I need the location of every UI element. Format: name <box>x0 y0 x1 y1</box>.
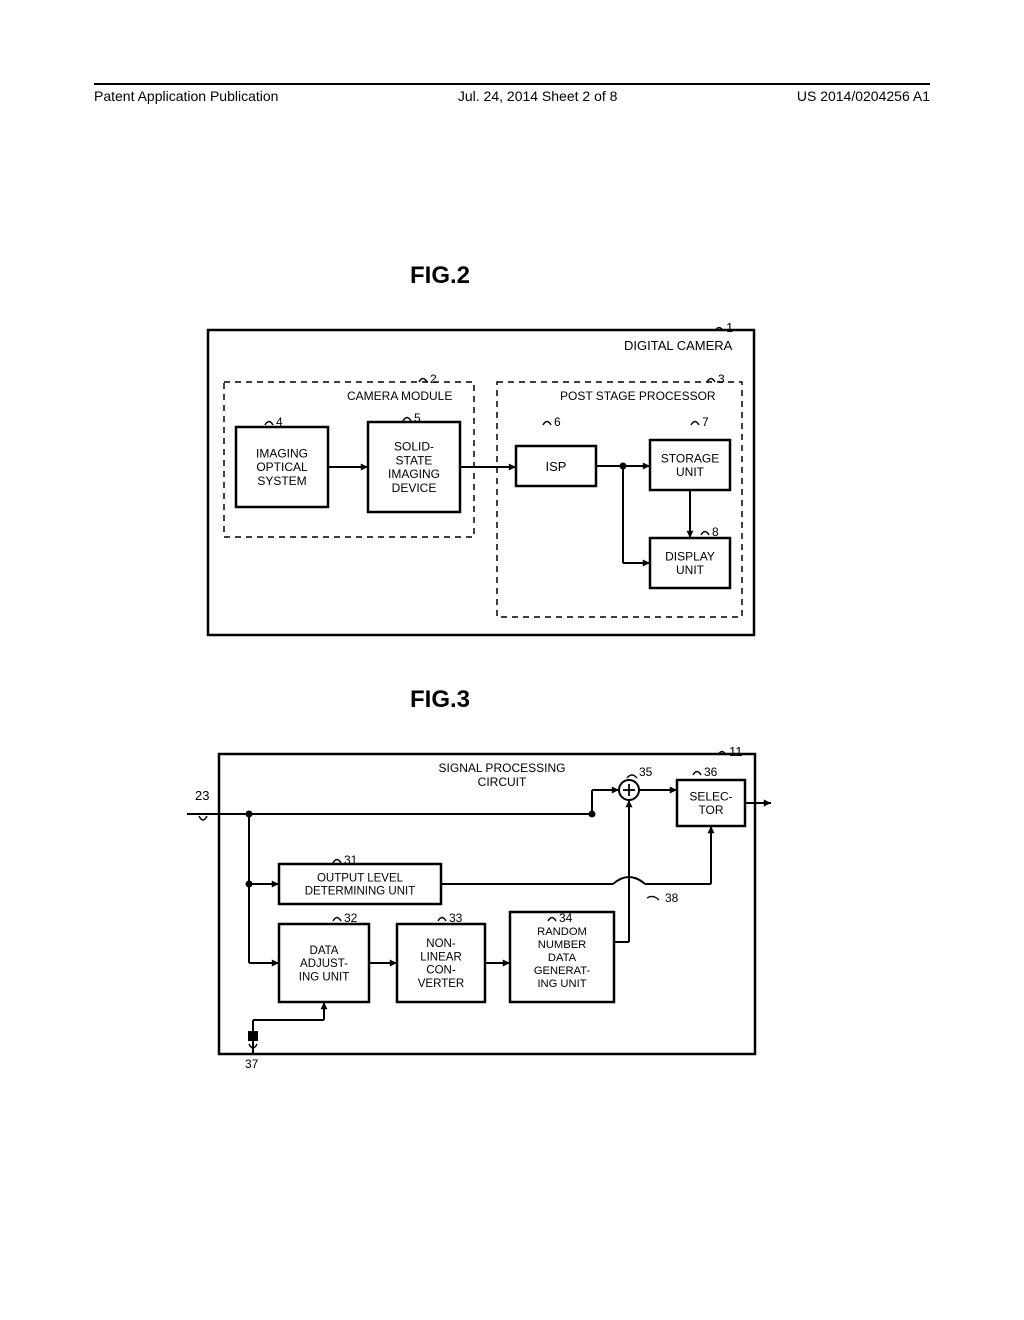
svg-text:RANDOM: RANDOM <box>537 926 587 938</box>
svg-text:VERTER: VERTER <box>418 978 464 990</box>
svg-text:CAMERA MODULE: CAMERA MODULE <box>347 389 452 403</box>
svg-text:32: 32 <box>344 911 358 925</box>
svg-text:LINEAR: LINEAR <box>420 951 462 963</box>
svg-text:NON-: NON- <box>426 938 456 950</box>
svg-text:IMAGING: IMAGING <box>256 446 308 460</box>
svg-text:DIGITAL CAMERA: DIGITAL CAMERA <box>624 338 733 353</box>
svg-text:STATE: STATE <box>396 453 433 467</box>
svg-text:ADJUST-: ADJUST- <box>300 958 348 970</box>
svg-text:ISP: ISP <box>546 459 567 474</box>
svg-text:SYSTEM: SYSTEM <box>257 474 306 488</box>
svg-text:38: 38 <box>665 891 679 905</box>
svg-text:7: 7 <box>702 415 709 429</box>
header-right: US 2014/0204256 A1 <box>797 88 930 104</box>
svg-text:ING UNIT: ING UNIT <box>537 978 586 990</box>
svg-text:TOR: TOR <box>698 803 723 817</box>
svg-text:36: 36 <box>704 765 718 779</box>
svg-text:11: 11 <box>729 744 743 759</box>
svg-text:DETERMINING UNIT: DETERMINING UNIT <box>305 886 416 898</box>
fig2-title: FIG.2 <box>410 262 470 290</box>
svg-text:GENERAT-: GENERAT- <box>534 965 591 977</box>
fig3-title: FIG.3 <box>410 686 470 714</box>
svg-text:2: 2 <box>430 372 437 386</box>
svg-text:4: 4 <box>276 415 283 429</box>
svg-text:23: 23 <box>195 788 209 803</box>
svg-text:UNIT: UNIT <box>676 465 705 479</box>
svg-text:CON-: CON- <box>426 965 456 977</box>
svg-text:NUMBER: NUMBER <box>538 939 586 951</box>
svg-text:DATA: DATA <box>310 945 339 957</box>
svg-text:CIRCUIT: CIRCUIT <box>478 775 527 789</box>
svg-text:SELEC-: SELEC- <box>689 789 732 803</box>
svg-text:SIGNAL PROCESSING: SIGNAL PROCESSING <box>439 761 566 775</box>
svg-text:IMAGING: IMAGING <box>388 467 440 481</box>
header-left: Patent Application Publication <box>94 88 278 104</box>
svg-text:37: 37 <box>245 1057 259 1071</box>
svg-text:UNIT: UNIT <box>676 563 705 577</box>
svg-text:SOLID-: SOLID- <box>394 440 434 454</box>
svg-text:3: 3 <box>718 372 725 386</box>
svg-text:POST STAGE PROCESSOR: POST STAGE PROCESSOR <box>560 389 716 403</box>
svg-text:5: 5 <box>414 411 421 425</box>
svg-text:35: 35 <box>639 765 653 779</box>
svg-text:DISPLAY: DISPLAY <box>665 549 715 563</box>
page-header: Patent Application Publication Jul. 24, … <box>94 83 930 104</box>
svg-text:OPTICAL: OPTICAL <box>256 460 308 474</box>
svg-text:8: 8 <box>712 525 719 539</box>
svg-text:STORAGE: STORAGE <box>661 451 719 465</box>
fig3-diagram: 11 SIGNAL PROCESSINGCIRCUIT 23 SELEC-TOR 36 3… <box>187 744 773 1084</box>
svg-text:33: 33 <box>449 911 463 925</box>
svg-text:31: 31 <box>344 853 358 867</box>
svg-text:1: 1 <box>726 320 733 335</box>
svg-text:DATA: DATA <box>548 952 577 964</box>
header-center: Jul. 24, 2014 Sheet 2 of 8 <box>458 88 618 104</box>
fig2-diagram: 1 DIGITAL CAMERA CAMERA MODULE 2 POST STAGE … <box>200 320 760 640</box>
svg-text:34: 34 <box>559 911 573 925</box>
svg-text:ING UNIT: ING UNIT <box>299 971 349 983</box>
svg-text:DEVICE: DEVICE <box>392 481 437 495</box>
svg-text:6: 6 <box>554 415 561 429</box>
svg-text:OUTPUT LEVEL: OUTPUT LEVEL <box>317 872 404 884</box>
